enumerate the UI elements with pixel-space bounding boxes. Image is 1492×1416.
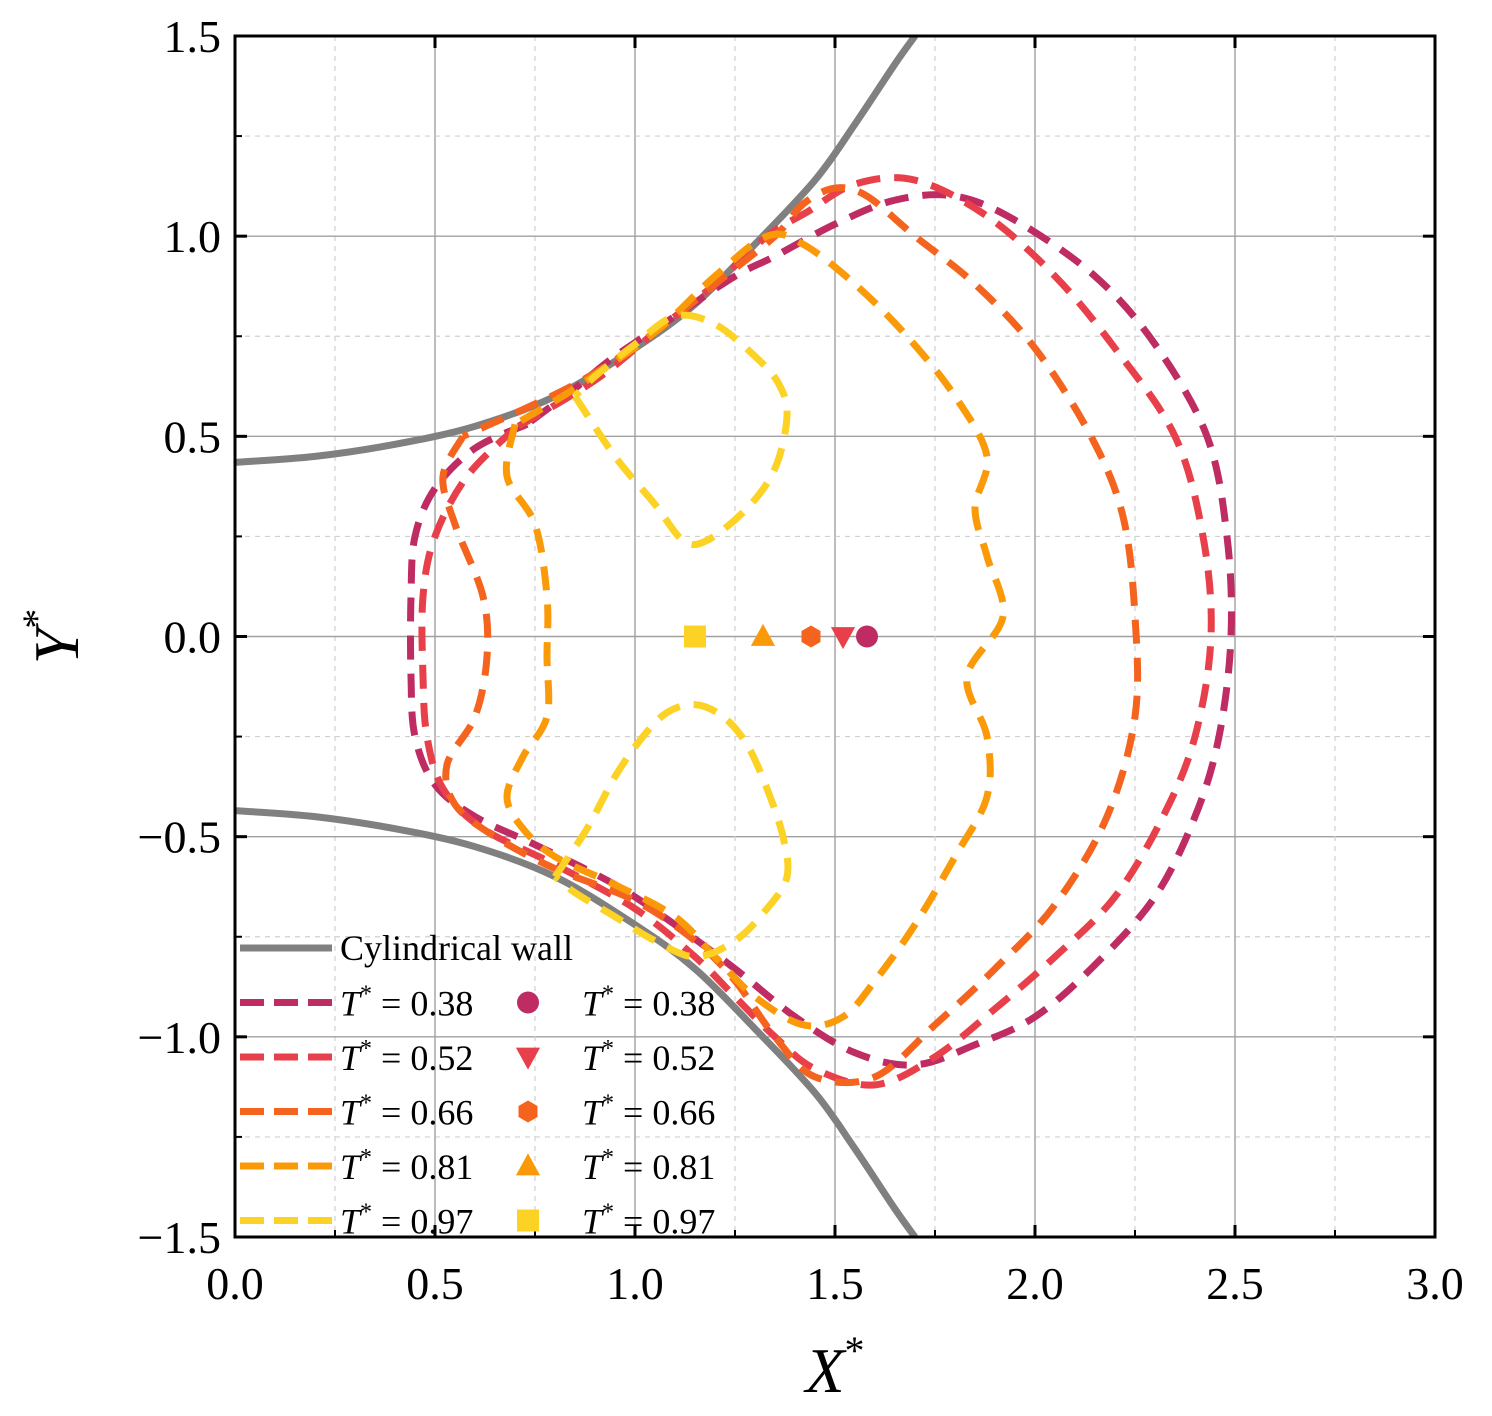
legend-wall-label: Cylindrical wall — [340, 928, 573, 968]
legend-marker-label-t-038: T* = 0.38 — [582, 982, 715, 1024]
legend-marker-label-t-081: T* = 0.81 — [582, 1145, 715, 1187]
centroid-marker-t-066 — [801, 625, 821, 648]
legend-marker-t-097 — [517, 1209, 539, 1232]
x-tick-label: 1.0 — [606, 1258, 664, 1309]
y-tick-label: −0.5 — [138, 812, 221, 863]
y-tick-label: −1.0 — [138, 1012, 221, 1063]
ticks: 0.0 0.5 1.0 1.5 2.0 2.5 3.0 −1.5 −1.0 −0.5 0.0 0.5 1… — [138, 11, 1464, 1309]
x-tick-label: 0.0 — [206, 1258, 264, 1309]
centroid-markers — [684, 623, 878, 650]
contour-t-097 — [572, 311, 791, 549]
x-tick-label: 1.5 — [806, 1258, 864, 1309]
y-tick-label: 0.5 — [164, 411, 222, 462]
legend-marker-label-t-066: T* = 0.66 — [582, 1091, 715, 1133]
contour-t-097-lower — [552, 701, 792, 961]
x-axis-label: X* — [802, 1328, 864, 1406]
contour-t-066 — [439, 184, 1142, 1087]
y-tick-label: −1.5 — [138, 1212, 221, 1263]
contour-t-081 — [502, 230, 1007, 1030]
x-tick-label: 0.5 — [406, 1258, 464, 1309]
legend-marker-t-052 — [515, 1047, 541, 1070]
legend-line-label-t-097: T* = 0.97 — [340, 1200, 473, 1242]
y-tick-label: 0.0 — [164, 612, 222, 663]
legend-marker-label-t-097: T* = 0.97 — [582, 1200, 715, 1242]
legend-marker-t-081 — [515, 1153, 541, 1176]
legend-line-label-t-081: T* = 0.81 — [340, 1145, 473, 1187]
x-tick-label: 2.5 — [1206, 1258, 1264, 1309]
legend-line-label-t-066: T* = 0.66 — [340, 1091, 473, 1133]
centroid-marker-t-097 — [684, 625, 706, 648]
legend-marker-label-t-052: T* = 0.52 — [582, 1036, 715, 1078]
legend-line-label-t-052: T* = 0.52 — [340, 1036, 473, 1078]
contour-t-038 — [406, 191, 1235, 1069]
contour-t-052 — [418, 174, 1215, 1089]
legend-marker-t-038 — [517, 991, 539, 1014]
y-tick-label: 1.0 — [164, 211, 222, 262]
legend-marker-t-066 — [518, 1100, 538, 1123]
centroid-marker-t-038 — [856, 625, 878, 648]
centroid-marker-t-052 — [830, 627, 856, 650]
y-axis-label: Y* — [14, 609, 92, 665]
centroid-marker-t-081 — [750, 623, 776, 646]
legend-line-label-t-038: T* = 0.38 — [340, 982, 473, 1024]
series-group — [406, 174, 1235, 1089]
x-tick-label: 3.0 — [1406, 1258, 1464, 1309]
y-tick-label: 1.5 — [164, 11, 222, 62]
wall-lower-line — [235, 807, 918, 1237]
x-tick-label: 2.0 — [1006, 1258, 1064, 1309]
